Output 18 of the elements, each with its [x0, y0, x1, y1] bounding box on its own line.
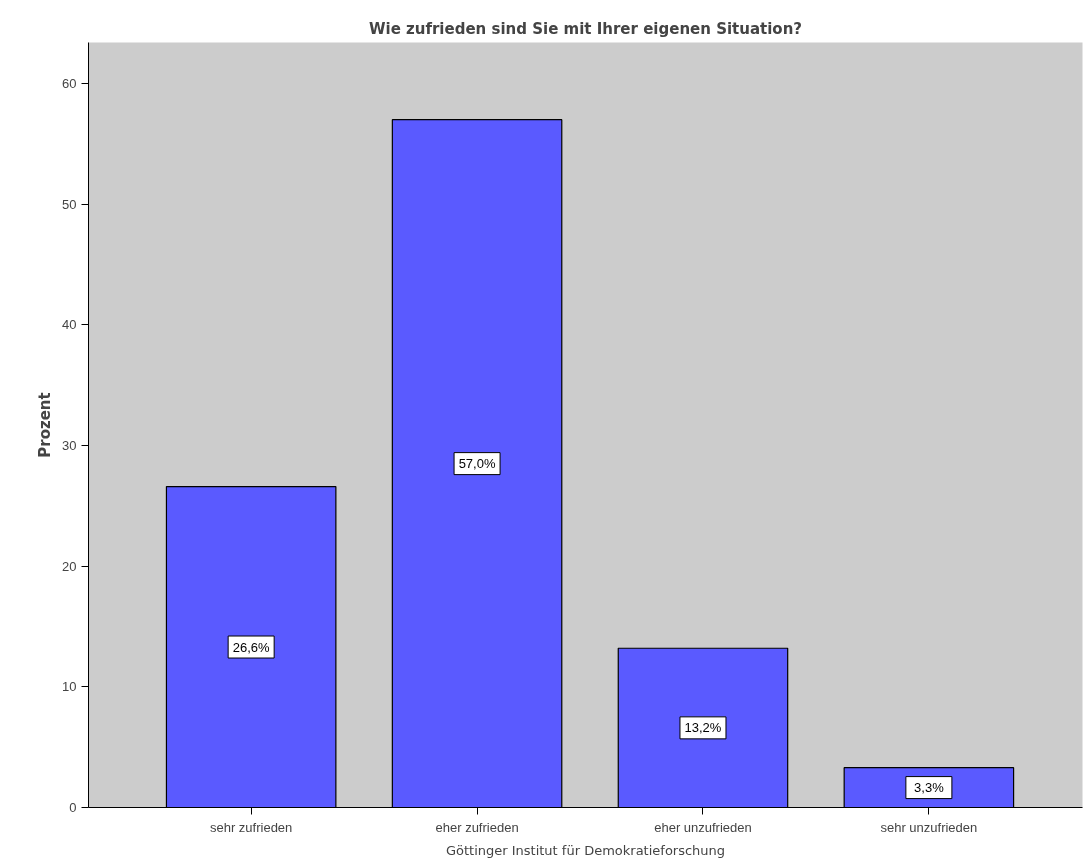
chart-title: Wie zufrieden sind Sie mit Ihrer eigenen Situation?	[368, 19, 803, 38]
y-axis-title: Prozent	[36, 392, 55, 458]
x-tick-label: eher unzufrieden	[654, 819, 752, 835]
data-label: 26,6%	[232, 639, 271, 655]
data-label: 3,3%	[914, 780, 945, 796]
y-tick-label: 40	[62, 317, 77, 333]
data-label: 57,0%	[458, 456, 496, 472]
x-tick-label: sehr zufrieden	[209, 819, 293, 835]
y-tick-label: 10	[62, 679, 77, 695]
data-label: 13,2%	[684, 720, 722, 736]
x-tick-label: eher zufrieden	[435, 819, 519, 835]
y-tick-label: 20	[62, 558, 77, 574]
y-tick-label: 50	[62, 196, 77, 212]
x-axis-title: Göttinger Institut für Demokratieforschung	[445, 842, 726, 858]
y-tick-label: 30	[62, 438, 77, 454]
y-tick-label: 0	[69, 800, 77, 815]
y-tick-label: 60	[62, 76, 77, 92]
x-tick-label: sehr unzufrieden	[880, 819, 978, 835]
